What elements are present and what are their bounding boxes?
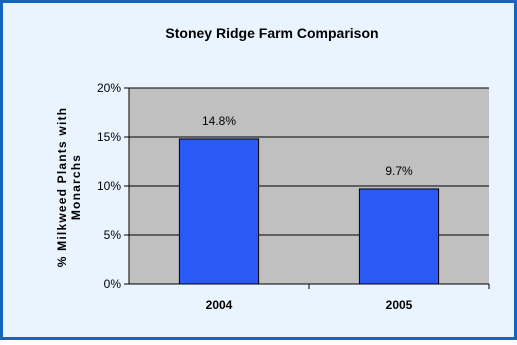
x-tick-label-2005: 2005 bbox=[386, 298, 413, 312]
y-axis-label-line1: % Milkweed Plants with bbox=[55, 107, 69, 267]
data-label-2005: 9.7% bbox=[385, 164, 413, 178]
y-tick-label: 0% bbox=[104, 277, 122, 291]
chart-title: Stoney Ridge Farm Comparison bbox=[165, 25, 378, 41]
data-label-2004: 14.8% bbox=[202, 114, 236, 128]
data-labels: 14.8% 9.7% bbox=[202, 114, 413, 178]
y-axis-ticks: 0% 5% 10% 15% 20% bbox=[97, 81, 129, 291]
y-axis-label-line2: Monarchs bbox=[69, 154, 83, 220]
x-tick-label-2004: 2004 bbox=[206, 298, 233, 312]
bar-2004 bbox=[178, 138, 260, 285]
bars bbox=[178, 138, 440, 285]
y-tick-label: 10% bbox=[97, 179, 121, 193]
y-tick-label: 20% bbox=[97, 81, 121, 95]
y-tick-label: 5% bbox=[104, 228, 122, 242]
x-axis-ticks: 2004 2005 bbox=[206, 284, 490, 312]
y-tick-label: 15% bbox=[97, 130, 121, 144]
bar-2005 bbox=[358, 188, 440, 285]
